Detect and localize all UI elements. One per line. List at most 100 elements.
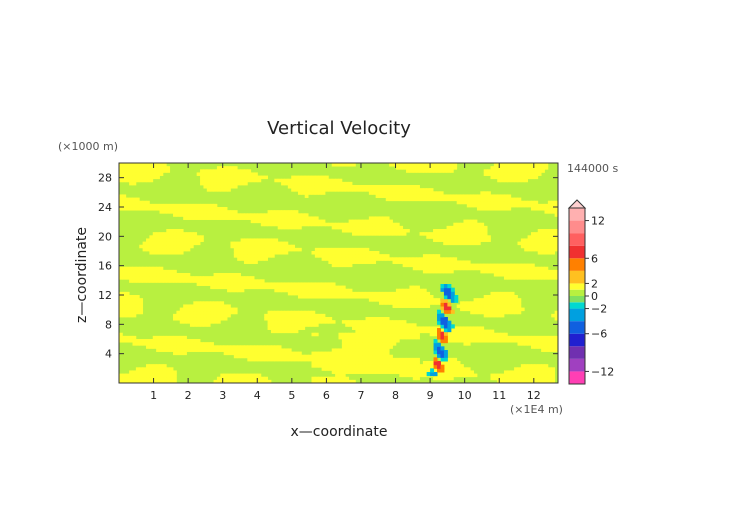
field-cell [294,185,299,189]
field-cell [514,178,518,183]
field-cell [365,354,370,359]
field-cell [392,304,397,308]
field-cell [382,219,387,224]
field-cell [541,235,545,239]
field-cell [436,166,441,170]
field-cell [119,339,123,343]
field-cell [382,348,387,352]
field-cell [287,210,292,214]
field-cell [230,210,235,214]
field-cell [406,335,410,340]
field-cell [368,345,373,349]
field-cell [527,203,532,208]
field-cell [186,304,191,308]
field-cell [142,276,147,280]
field-cell [534,169,539,173]
field-cell [409,295,414,299]
field-cell [169,210,174,214]
field-cell [328,351,333,356]
field-cell [446,229,451,233]
field-cell [264,257,268,261]
field-cell [422,197,427,202]
field-cell [267,320,272,324]
field-cell [132,304,137,308]
field-cell [270,238,275,242]
field-cell [243,376,248,381]
field-cell [139,376,144,381]
field-cell [500,335,505,340]
extreme-cell [447,306,452,311]
field-cell [449,166,454,170]
field-cell [399,320,404,324]
field-cell [260,376,265,381]
field-cell [395,304,400,308]
field-cell [389,332,393,337]
field-cell [169,367,174,371]
field-cell [331,361,336,365]
field-cell [382,367,387,371]
field-cell [348,364,353,368]
field-cell [173,244,177,249]
field-cell [436,238,441,242]
field-cell [551,373,556,378]
field-cell [399,304,404,308]
field-cell [355,354,360,359]
field-cell [301,288,306,293]
field-cell [362,219,366,224]
field-cell [493,310,498,315]
field-cell [476,310,481,315]
field-cell [422,326,427,330]
field-cell [389,354,393,359]
field-cell [453,229,458,233]
field-cell [412,364,417,368]
field-cell [135,367,140,371]
field-cell [132,178,137,183]
field-cell [510,370,515,374]
field-cell [382,188,387,192]
field-cell [416,364,420,368]
field-cell [429,191,434,195]
field-cell [358,323,363,327]
field-cell [379,232,383,236]
field-cell [426,235,431,239]
field-cell [551,210,556,214]
field-cell [385,351,390,356]
field-cell [433,191,437,195]
field-cell [544,269,549,274]
field-cell [216,276,221,280]
field-cell [257,285,262,290]
colorbar-segment [569,302,585,309]
field-cell [426,232,431,236]
field-cell [196,307,201,312]
field-cell [358,247,363,252]
field-cell [129,373,133,378]
field-cell [274,326,279,330]
field-cell [466,238,471,242]
field-cell [159,273,164,277]
field-cell [173,247,177,252]
field-cell [493,194,498,198]
field-cell [183,345,187,349]
field-cell [338,260,343,264]
field-cell [446,197,451,202]
field-cell [537,238,542,242]
field-cell [250,238,255,242]
field-cell [476,263,481,268]
field-cell [503,370,508,374]
field-cell [503,169,508,173]
field-cell [517,175,522,180]
field-cell [433,329,437,334]
field-cell [530,339,535,343]
field-cell [196,172,201,176]
field-cell [476,229,481,233]
field-cell [416,295,420,299]
field-cell [240,254,245,258]
field-cell [419,373,424,378]
field-cell [274,238,279,242]
field-cell [439,329,444,334]
field-cell [412,357,417,362]
field-cell [439,269,444,274]
field-cell [375,361,380,365]
field-cell [368,326,373,330]
field-cell [446,194,451,198]
